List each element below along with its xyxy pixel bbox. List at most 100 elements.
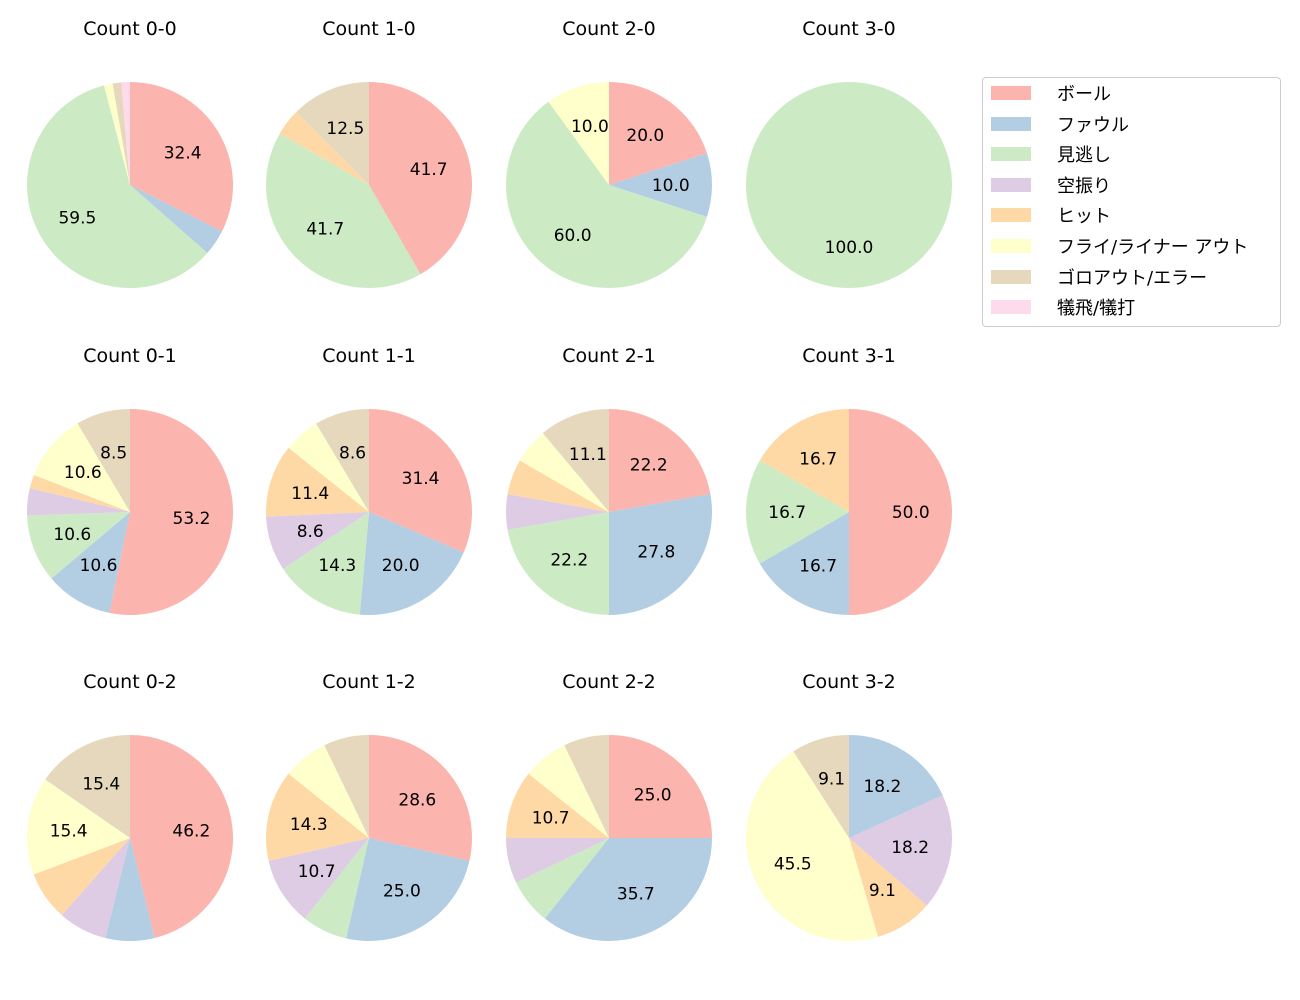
pie-slice-label: 35.7: [617, 885, 655, 905]
legend: ボール ファウル 見逃し 空振り ヒット フライ/ライナー アウト ゴロアウト/エラー 犠飛/…: [982, 77, 1281, 327]
pie-title: Count 2-2: [562, 671, 656, 693]
pie-slice-空振り: [27, 488, 130, 516]
legend-item: フライ/ライナー アウト: [991, 236, 1249, 258]
pie-slice-label: 10.0: [652, 176, 690, 196]
legend-swatch: [991, 300, 1031, 315]
pie-slice-見逃し: [516, 838, 609, 919]
pie-title: Count 1-0: [322, 18, 416, 40]
pie-slice-ファウル: [609, 153, 712, 217]
pie-slice-見逃し: [746, 460, 849, 564]
pie-slice-label: 60.0: [554, 226, 592, 246]
pie-slice-ボール: [130, 735, 233, 939]
pie-slice-label: 10.6: [53, 525, 91, 545]
pie-slice-label: 16.7: [799, 449, 837, 469]
legend-label: ヒット: [1057, 206, 1111, 228]
pie-slice-空振り: [506, 838, 609, 883]
pie-slice-label: 11.1: [569, 445, 607, 465]
pie-slice-label: 11.4: [291, 484, 329, 504]
legend-swatch: [991, 208, 1031, 223]
pie-slice-ゴロアウト/エラー: [112, 82, 130, 185]
legend-swatch: [991, 269, 1031, 284]
pie-slice-label: 100.0: [825, 238, 874, 258]
pie-slice-ヒット: [29, 474, 130, 512]
pie-title: Count 0-1: [83, 345, 177, 367]
pie-slice-見逃し: [266, 133, 421, 289]
pie-slice-label: 50.0: [892, 503, 930, 523]
legend-item: 見逃し: [991, 144, 1111, 166]
pie-slice-空振り: [266, 512, 369, 569]
legend-label: ボール: [1057, 84, 1111, 105]
pie-title: Count 0-2: [83, 671, 177, 693]
pie-slice-見逃し: [746, 82, 952, 288]
pie-slice-ファウル: [51, 512, 130, 613]
pie-slice-label: 18.2: [863, 777, 901, 797]
pie-slice-label: 8.5: [100, 443, 127, 463]
pie-slice-フライ/ライナー アウト: [746, 751, 879, 941]
legend-item: ゴロアウト/エラー: [991, 267, 1207, 289]
pie-slice-label: 31.4: [402, 469, 440, 489]
pie-slice-ゴロアウト/エラー: [324, 735, 369, 838]
legend-swatch: [991, 116, 1031, 131]
pie-slice-ファウル: [759, 512, 849, 615]
pie-slice-ボール: [109, 409, 234, 616]
legend-item: ボール: [991, 83, 1111, 105]
pie-slice-ファウル: [849, 735, 943, 838]
pie-slice-label: 32.4: [164, 144, 202, 164]
pie-slice-label: 10.7: [532, 809, 570, 829]
pie-slice-フライ/ライナー アウト: [519, 433, 609, 512]
pie-slice-フライ/ライナー アウト: [33, 423, 130, 512]
pie-slice-見逃し: [507, 512, 609, 615]
pie-title: Count 3-2: [802, 671, 896, 693]
pie-slice-label: 20.0: [382, 556, 420, 576]
pie-slice-label: 22.2: [630, 456, 668, 476]
legend-item: ヒット: [991, 205, 1111, 228]
pie-slice-label: 14.3: [290, 815, 328, 835]
pie-slice-label: 9.1: [869, 881, 896, 901]
legend-item: 空振り: [991, 175, 1111, 197]
pie-slice-label: 9.1: [818, 770, 845, 790]
pie-slice-ヒット: [506, 773, 609, 838]
legend-label: フライ/ライナー アウト: [1057, 237, 1249, 258]
pie-title: Count 2-1: [562, 345, 656, 367]
pie-slice-ボール: [369, 409, 472, 553]
legend-item: 犠飛/犠打: [991, 297, 1135, 319]
pie-slice-フライ/ライナー アウト: [104, 83, 130, 185]
legend-swatch: [991, 86, 1031, 100]
pie-slice-ゴロアウト/エラー: [793, 735, 849, 838]
pie-slice-ファウル: [359, 512, 464, 615]
pie-slice-見逃し: [27, 85, 208, 288]
pie-slice-label: 25.0: [383, 881, 421, 901]
pie-slice-ファウル: [346, 838, 470, 941]
pie-slice-label: 15.4: [50, 822, 88, 842]
pie-slice-ヒット: [266, 447, 369, 517]
pie-slice-label: 10.7: [298, 862, 336, 882]
pie-slice-label: 41.7: [410, 160, 448, 180]
pie-slice-見逃し: [506, 101, 707, 289]
pie-slice-label: 53.2: [173, 509, 211, 529]
pie-slice-label: 22.2: [550, 550, 588, 570]
pie-slice-空振り: [849, 795, 953, 906]
pie-slice-label: 16.7: [799, 557, 837, 577]
pie-slice-ファウル: [609, 494, 712, 615]
pie-slice-ヒット: [759, 409, 849, 512]
pie-slice-label: 46.2: [172, 822, 210, 842]
pie-slice-ゴロアウト/エラー: [542, 409, 609, 512]
pie-slice-ファウル: [544, 838, 712, 941]
pie-slice-label: 14.3: [318, 556, 356, 576]
pie-slice-空振り: [268, 838, 369, 919]
pie-slice-フライ/ライナー アウト: [288, 423, 369, 512]
pie-slice-ゴロアウト/エラー: [296, 82, 369, 185]
pie-slice-label: 59.5: [58, 208, 96, 228]
pie-title: Count 0-0: [83, 18, 177, 40]
pie-slice-見逃し: [304, 838, 369, 939]
pie-slice-空振り: [61, 838, 131, 939]
pie-slice-ボール: [609, 735, 712, 838]
pie-title: Count 3-1: [802, 345, 896, 367]
pie-slice-空振り: [506, 494, 609, 530]
pie-slice-label: 45.5: [774, 855, 812, 875]
pie-slice-ヒット: [33, 838, 130, 916]
pie-slice-ボール: [609, 409, 711, 512]
pie-slice-見逃し: [283, 512, 369, 615]
